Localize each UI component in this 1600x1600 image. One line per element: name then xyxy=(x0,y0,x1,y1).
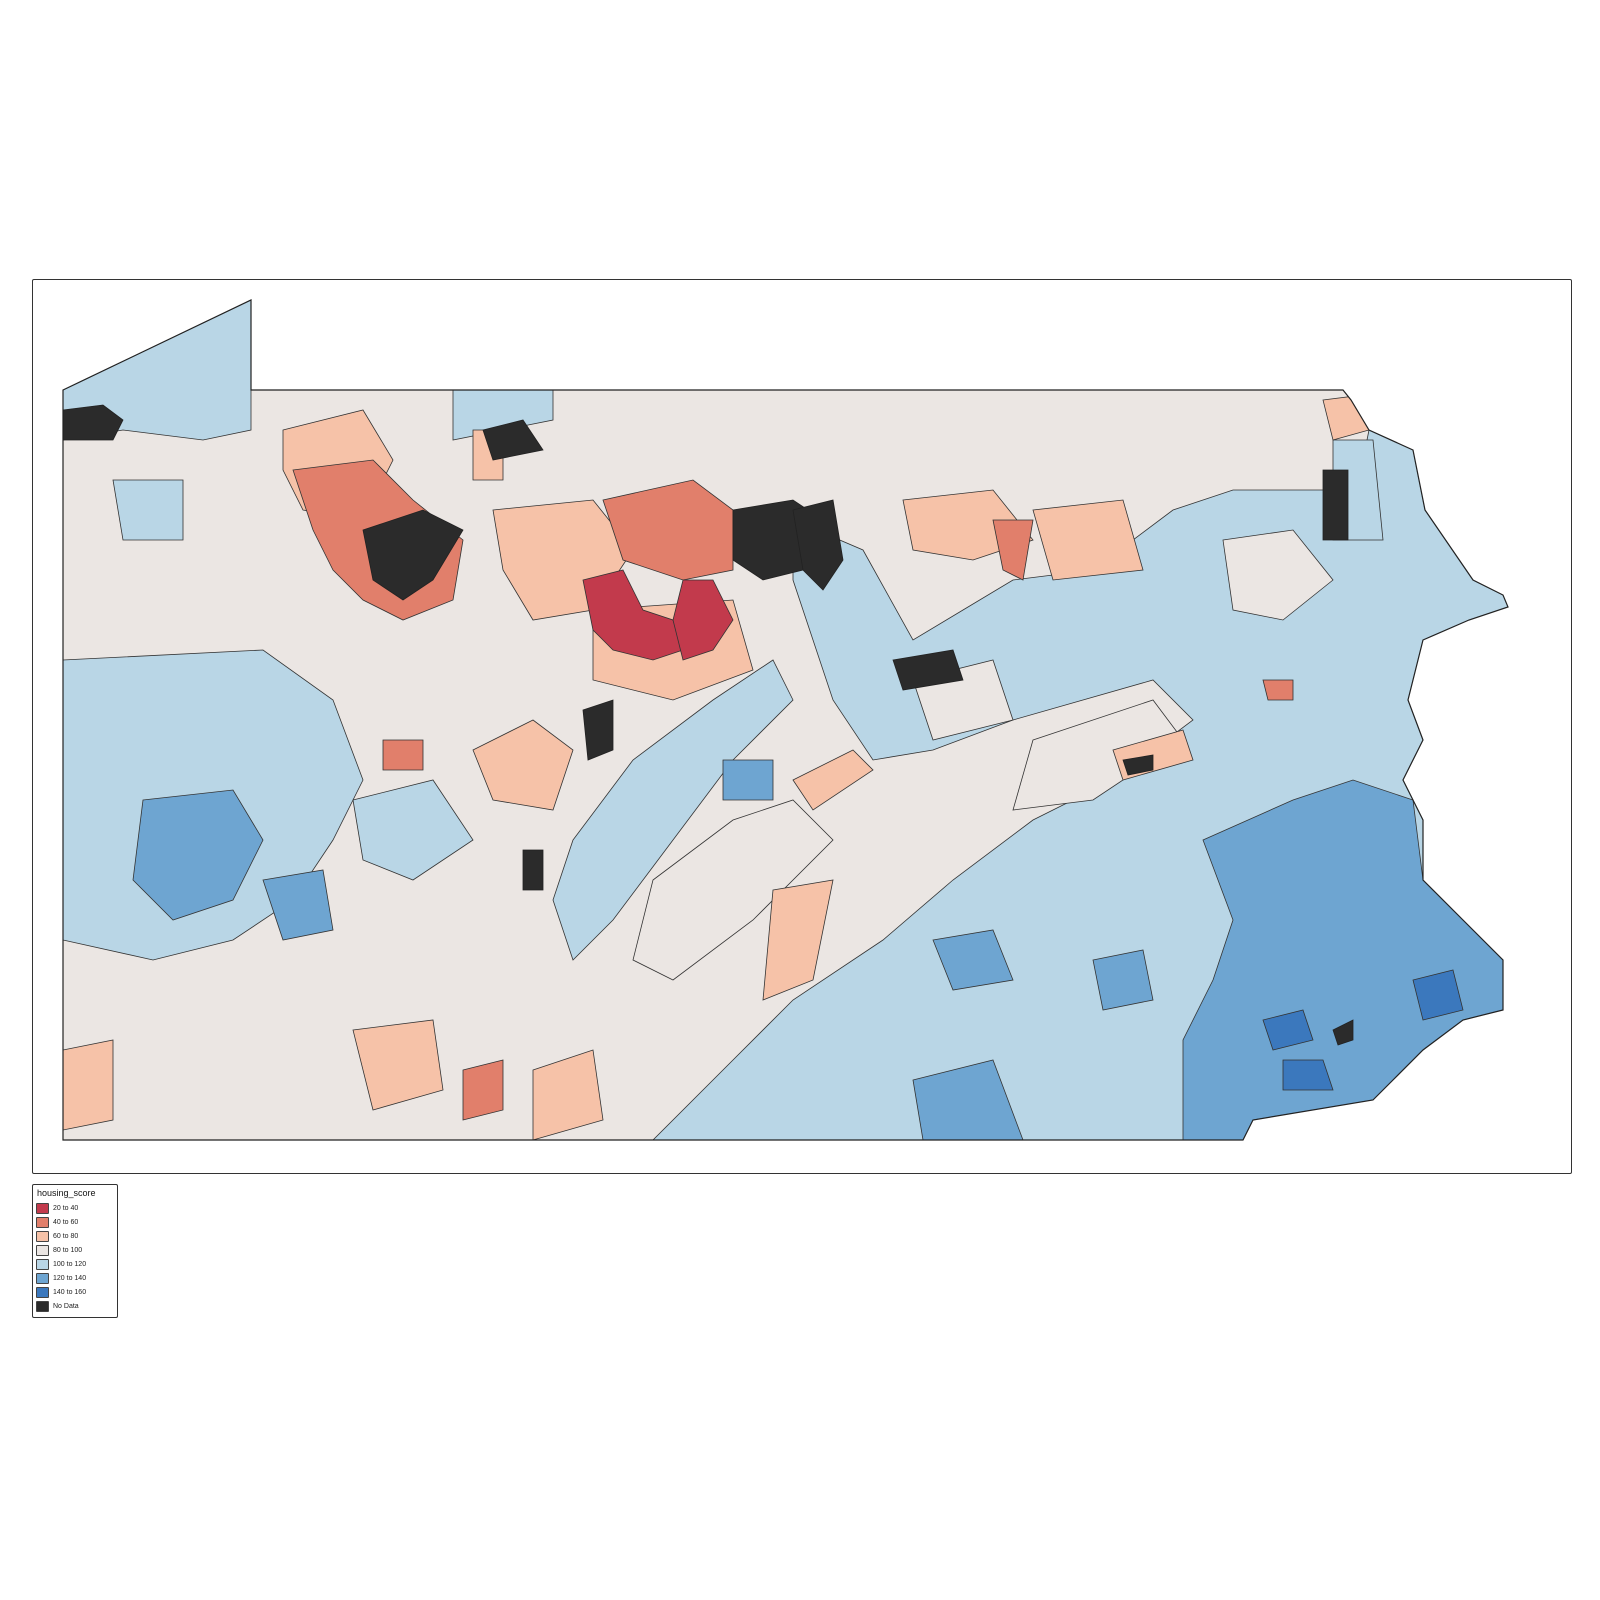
region-red-2 xyxy=(672,579,734,661)
region-salmon-8 xyxy=(352,1019,444,1111)
nodata-northeast xyxy=(1322,469,1349,541)
legend-label: 100 to 120 xyxy=(53,1260,87,1268)
nodata-warren xyxy=(362,509,464,601)
nodata-center-5 xyxy=(522,849,544,891)
legend-item-20-40: 20 to 40 xyxy=(36,1201,114,1215)
nodata-erie xyxy=(63,404,124,441)
region-central-west xyxy=(352,779,474,881)
legend-item-140-160: 140 to 160 xyxy=(36,1285,114,1299)
region-salmon-4 xyxy=(472,719,574,811)
legend-label: 20 to 40 xyxy=(53,1204,79,1212)
nodata-center-4 xyxy=(582,699,614,761)
legend-item-100-120: 100 to 120 xyxy=(36,1257,114,1271)
map-legend: housing_score 20 to 40 40 to 60 60 to 80 80… xyxy=(32,1184,118,1318)
region-mid-blue-2 xyxy=(932,929,1014,991)
region-salmon-9 xyxy=(63,1039,114,1131)
map-panel[interactable] xyxy=(32,279,1572,1174)
regions-20-40 xyxy=(582,569,734,661)
legend-label: 80 to 100 xyxy=(53,1246,83,1254)
legend-item-no-data: No Data xyxy=(36,1299,114,1313)
region-pittsburgh-2 xyxy=(262,869,334,941)
legend-item-40-60: 40 to 60 xyxy=(36,1215,114,1229)
region-mid-blue-1 xyxy=(722,759,774,801)
region-coral-3 xyxy=(992,519,1034,581)
nodata-north xyxy=(482,419,544,461)
legend-swatch xyxy=(36,1272,49,1284)
region-pittsburgh xyxy=(132,789,264,921)
regions-60-80 xyxy=(63,394,1370,1140)
legend-item-120-140: 120 to 140 xyxy=(36,1271,114,1285)
legend-items: 20 to 40 40 to 60 60 to 80 80 to 100 100 to … xyxy=(36,1201,114,1313)
legend-swatch xyxy=(36,1300,49,1312)
legend-label: 140 to 160 xyxy=(53,1288,87,1296)
region-mid-blue-4 xyxy=(912,1059,1024,1140)
region-crawford xyxy=(112,479,184,541)
region-southeast xyxy=(1182,779,1504,1140)
nodata-center-2 xyxy=(792,499,844,591)
region-dark-blue-1 xyxy=(1262,1009,1314,1051)
region-dark-blue-3 xyxy=(1412,969,1464,1021)
region-coral-6 xyxy=(382,739,424,771)
regions-80-100 xyxy=(632,529,1334,981)
region-north-2 xyxy=(1032,319,1124,361)
region-salmon-10 xyxy=(532,1049,604,1140)
nodata-southeast xyxy=(1332,1019,1354,1046)
region-mid-blue-3 xyxy=(1092,949,1154,1011)
legend-item-80-100: 80 to 100 xyxy=(36,1243,114,1257)
legend-swatch xyxy=(36,1258,49,1270)
legend-swatch xyxy=(36,1244,49,1256)
region-dark-blue-2 xyxy=(1282,1059,1334,1091)
legend-label: 120 to 140 xyxy=(53,1274,87,1282)
region-coral-5 xyxy=(1262,679,1294,701)
legend-item-60-80: 60 to 80 xyxy=(36,1229,114,1243)
region-ridge-neutral xyxy=(632,799,834,981)
legend-label: No Data xyxy=(53,1302,79,1310)
regions-140-160 xyxy=(1262,969,1464,1091)
regions-no-data xyxy=(63,404,1354,1046)
legend-swatch xyxy=(36,1216,49,1228)
legend-title: housing_score xyxy=(37,1188,96,1198)
pennsylvania-choropleth-map[interactable] xyxy=(33,280,1571,1173)
region-coral-2 xyxy=(602,479,734,581)
region-salmon-6 xyxy=(1032,499,1144,581)
map-regions xyxy=(63,300,1508,1140)
nodata-center-3 xyxy=(892,649,964,691)
legend-swatch xyxy=(36,1230,49,1242)
legend-swatch xyxy=(36,1286,49,1298)
region-coral-4 xyxy=(462,1059,504,1121)
legend-label: 40 to 60 xyxy=(53,1218,79,1226)
legend-swatch xyxy=(36,1202,49,1214)
nodata-east xyxy=(1122,754,1154,776)
region-east-neutral-1 xyxy=(1222,529,1334,621)
region-erie xyxy=(63,300,252,441)
region-salmon-11 xyxy=(762,879,834,1001)
region-salmon-12 xyxy=(792,749,874,811)
legend-label: 60 to 80 xyxy=(53,1232,79,1240)
